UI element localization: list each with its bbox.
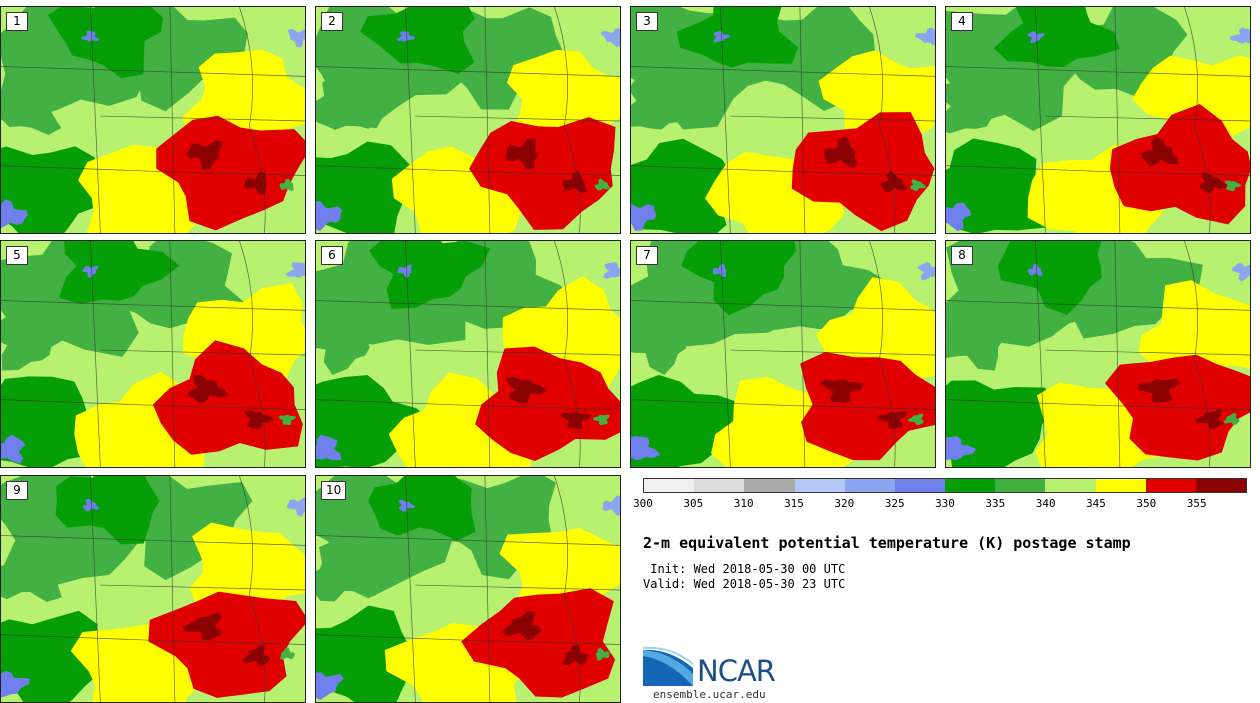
member-label-9: 9 — [6, 481, 28, 500]
member-label-8: 8 — [951, 246, 973, 265]
member-label-10: 10 — [321, 481, 347, 500]
member-label-7: 7 — [636, 246, 658, 265]
valid-time: Valid: Wed 2018-05-30 23 UTC — [643, 577, 846, 591]
member-panel-3: 3 — [630, 6, 936, 234]
colorbar-swatch — [744, 479, 795, 492]
logo-url: ensemble.ucar.edu — [653, 688, 766, 701]
colorbar-swatch — [1195, 479, 1247, 492]
member-panel-2: 2 — [315, 6, 621, 234]
member-label-1: 1 — [6, 12, 28, 31]
colorbar-ticks: 300 305 310 315 320 325 330 335 340 345 350 355 — [633, 497, 1247, 511]
colorbar-swatch — [894, 479, 946, 492]
logo-wordmark: NCAR — [697, 654, 776, 688]
colorbar-swatch — [1095, 479, 1146, 492]
colorbar-swatch — [844, 479, 895, 492]
member-panel-10: 10 — [315, 475, 621, 703]
map-member-3 — [631, 7, 935, 233]
colorbar-tick-label: 305 — [683, 497, 704, 510]
colorbar-swatch — [945, 479, 996, 492]
colorbar-tick-label: 330 — [935, 497, 955, 510]
member-label-3: 3 — [636, 12, 658, 31]
colorbar-swatch — [694, 479, 745, 492]
colorbar-tick-label: 335 — [985, 497, 1006, 510]
colorbar-swatch — [1145, 479, 1196, 492]
colorbar-tick-label: 300 — [633, 497, 653, 510]
member-panel-6: 6 — [315, 240, 621, 468]
map-member-4 — [946, 7, 1250, 233]
member-panel-5: 5 — [0, 240, 306, 468]
colorbar-swatch — [644, 479, 695, 492]
colorbar-tick-label: 315 — [784, 497, 804, 510]
map-member-6 — [316, 241, 620, 467]
map-member-8 — [946, 241, 1250, 467]
map-member-2 — [316, 7, 620, 233]
map-member-5 — [1, 241, 305, 467]
colorbar-tick-label: 310 — [733, 497, 754, 510]
colorbar-swatch — [995, 479, 1046, 492]
plot-title: 2-m equivalent potential temperature (K)… — [643, 534, 1131, 552]
colorbar-swatch — [1045, 479, 1096, 492]
map-member-1 — [1, 7, 305, 233]
member-label-4: 4 — [951, 12, 973, 31]
colorbar-swatch — [794, 479, 845, 492]
colorbar — [643, 478, 1247, 493]
map-member-7 — [631, 241, 935, 467]
colorbar-tick-label: 355 — [1186, 497, 1207, 510]
member-panel-8: 8 — [945, 240, 1251, 468]
colorbar-tick-label: 320 — [834, 497, 855, 510]
map-member-10 — [316, 476, 620, 702]
colorbar-tick-label: 340 — [1035, 497, 1056, 510]
member-panel-7: 7 — [630, 240, 936, 468]
ncar-logo: NCAR — [642, 646, 793, 692]
ncar-swoosh-icon — [642, 646, 694, 686]
init-time: Init: Wed 2018-05-30 00 UTC — [643, 562, 846, 576]
colorbar-tick-label: 325 — [884, 497, 905, 510]
member-panel-4: 4 — [945, 6, 1251, 234]
colorbar-tick-label: 345 — [1086, 497, 1106, 510]
member-panel-1: 1 — [0, 6, 306, 234]
map-member-9 — [1, 476, 305, 702]
member-label-6: 6 — [321, 246, 343, 265]
colorbar-tick-label: 350 — [1136, 497, 1157, 510]
member-label-2: 2 — [321, 12, 343, 31]
member-label-5: 5 — [6, 246, 28, 265]
member-panel-9: 9 — [0, 475, 306, 703]
